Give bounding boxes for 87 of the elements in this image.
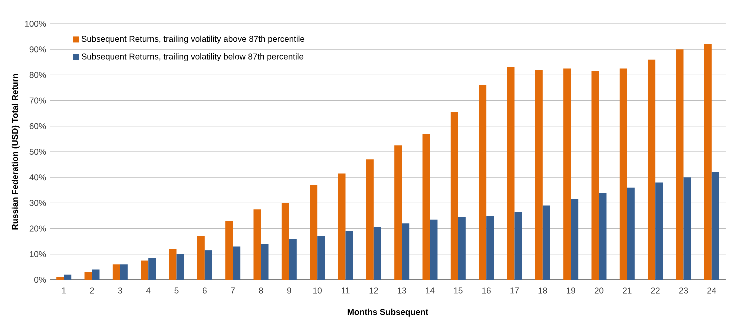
- bar: [233, 246, 241, 280]
- bar: [676, 50, 684, 280]
- y-tick-label: 50%: [30, 148, 46, 155]
- bar: [112, 264, 120, 280]
- x-tick-label: 3: [118, 288, 122, 294]
- bar: [599, 192, 607, 280]
- y-tick-label: 20%: [30, 226, 46, 232]
- x-tick-label: 24: [708, 288, 716, 294]
- bar: [254, 210, 262, 280]
- x-tick-label: 12: [370, 288, 378, 294]
- x-tick-label: 8: [259, 288, 264, 294]
- bar: [648, 60, 656, 280]
- bar: [92, 270, 100, 280]
- x-tick-label: 20: [594, 288, 604, 294]
- legend-label: Subsequent Returns, trailing volatility below 87th percentile: [82, 54, 304, 62]
- bar: [458, 217, 466, 280]
- x-tick-label: 10: [314, 288, 322, 294]
- bar: [141, 260, 149, 280]
- bar: [571, 199, 579, 280]
- bar: [176, 254, 184, 280]
- bar: [310, 185, 318, 280]
- x-tick-label: 18: [538, 288, 548, 294]
- bar: [338, 174, 346, 280]
- bar: [430, 220, 438, 280]
- bar: [507, 68, 515, 280]
- y-tick-label: 70%: [30, 98, 46, 104]
- bar: [542, 206, 550, 280]
- y-tick-label: 100%: [25, 20, 46, 27]
- x-tick-label: 1: [62, 288, 66, 294]
- bar: [64, 274, 72, 280]
- y-axis-title: Russian Federation (USD) Total Return: [12, 74, 20, 230]
- x-tick-label: 22: [651, 288, 660, 294]
- x-tick-label: 5: [174, 288, 179, 294]
- x-axis-title: Months Subsequent: [348, 308, 429, 317]
- bar: [514, 212, 522, 280]
- bar: [656, 182, 664, 280]
- y-tick-label: 10%: [30, 251, 46, 258]
- bar: [704, 44, 712, 280]
- bar: [261, 244, 269, 280]
- bar: [169, 249, 177, 280]
- bar: [374, 228, 382, 280]
- bar: [226, 221, 234, 280]
- bar: [366, 160, 374, 280]
- y-tick-label: 60%: [30, 123, 46, 130]
- bar: [197, 236, 205, 280]
- bar: [592, 71, 600, 280]
- bar: [318, 236, 326, 280]
- bar: [346, 231, 354, 280]
- x-tick-label: 23: [679, 288, 688, 294]
- bar: [712, 172, 720, 280]
- x-tick-label: 21: [623, 288, 632, 294]
- x-tick-label: 14: [426, 288, 435, 294]
- bar: [204, 250, 212, 280]
- bar: [84, 272, 92, 280]
- x-tick-label: 17: [510, 288, 520, 294]
- bar: [282, 203, 290, 280]
- x-tick-label: 7: [231, 288, 236, 294]
- bar: [289, 239, 297, 280]
- bar: [148, 258, 156, 280]
- x-tick-label: 13: [398, 288, 406, 294]
- bar: [394, 146, 402, 280]
- x-tick-label: 4: [146, 288, 151, 294]
- legend-label: Subsequent Returns, trailing volatility above 87th percentile: [82, 36, 305, 44]
- x-tick-label: 15: [454, 288, 463, 294]
- y-tick-label: 90%: [30, 46, 46, 53]
- x-tick-label: 6: [202, 288, 207, 294]
- bar: [450, 112, 458, 280]
- bar: [479, 85, 487, 280]
- bar: [120, 264, 128, 280]
- bar: [56, 277, 64, 280]
- x-tick-label: 9: [287, 288, 292, 294]
- bar: [486, 216, 494, 280]
- bar: [402, 224, 410, 280]
- y-tick-label: 30%: [30, 200, 46, 206]
- bar: [535, 70, 543, 280]
- bar: [684, 178, 692, 280]
- bar: [620, 68, 628, 280]
- bar: [627, 188, 635, 280]
- bar: [564, 68, 572, 280]
- y-tick-label: 80%: [30, 72, 46, 78]
- y-tick-label: 0%: [34, 276, 46, 283]
- y-tick-label: 40%: [30, 174, 46, 181]
- x-tick-label: 19: [566, 288, 576, 294]
- x-tick-label: 2: [90, 288, 94, 294]
- x-tick-label: 11: [342, 288, 350, 294]
- bar: [422, 134, 430, 280]
- x-tick-label: 16: [482, 288, 491, 294]
